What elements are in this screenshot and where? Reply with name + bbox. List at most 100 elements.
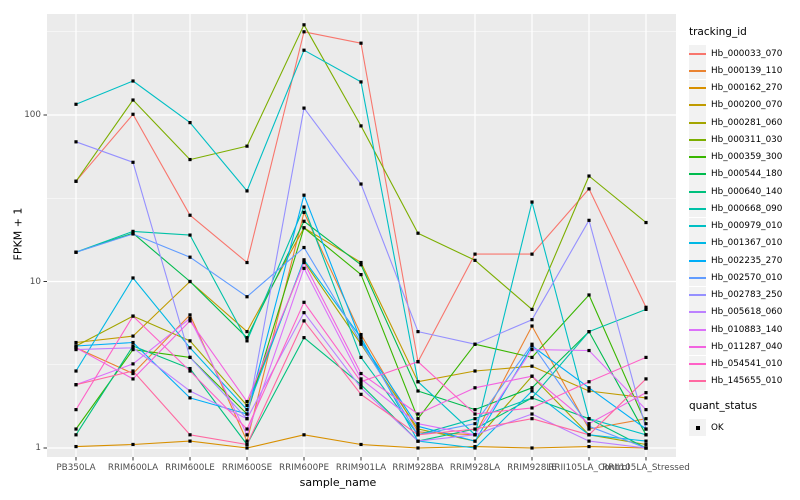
legend-item-label: Hb_000640_140 [711, 186, 783, 197]
data-point [131, 79, 135, 83]
data-point [74, 346, 78, 350]
legend-item-Hb_000359_300: Hb_000359_300 [689, 148, 797, 166]
data-point [587, 433, 591, 437]
data-point [416, 439, 420, 443]
legend-item-label: Hb_000200_070 [711, 100, 783, 111]
data-point [74, 369, 78, 373]
data-point [131, 344, 135, 348]
data-point [530, 344, 534, 348]
x-tick-label: PB350LA [56, 463, 96, 473]
data-point [302, 205, 306, 209]
y-tick-label: 1 [35, 443, 41, 453]
x-tick-label: RRII105LA_Control [548, 463, 630, 473]
data-point [74, 340, 78, 345]
x-tick-label: RRIM600PE [278, 463, 330, 473]
data-point [131, 362, 135, 366]
data-point [416, 360, 420, 364]
data-point [530, 389, 534, 393]
data-point [416, 380, 420, 384]
legend-item-label: Hb_000979_010 [711, 221, 783, 232]
legend-item-label: Hb_002783_250 [711, 290, 783, 301]
x-tick-label: RRIM600LE [165, 463, 215, 473]
data-point [530, 355, 534, 360]
data-point [530, 386, 534, 390]
data-point [359, 80, 363, 84]
data-point [416, 430, 420, 434]
data-point [587, 187, 591, 191]
data-point [188, 396, 192, 400]
data-point [245, 442, 249, 447]
data-point [302, 226, 306, 230]
data-point [245, 336, 249, 340]
data-point [359, 383, 363, 387]
legend-item-label: Hb_000162_270 [711, 83, 783, 94]
data-point [302, 311, 306, 315]
data-point [131, 340, 135, 345]
data-point [416, 412, 420, 416]
legend-key-line-icon [689, 217, 706, 235]
data-point [74, 140, 78, 144]
data-point [416, 446, 420, 450]
legend-title-tracking-id: tracking_id [689, 26, 747, 38]
quant-ok-key-icon [689, 419, 706, 437]
legend-item-label: Hb_000544_180 [711, 169, 783, 180]
data-point [644, 442, 648, 447]
legend-title-quant-status: quant_status [689, 400, 758, 412]
data-point [530, 307, 534, 311]
x-tick-label: RRIM928BA [392, 463, 444, 473]
y-tick-label: 100 [24, 110, 41, 120]
data-point [359, 355, 363, 360]
data-point [131, 377, 135, 381]
data-point [74, 344, 78, 348]
legend-key-line-icon [689, 45, 706, 63]
data-point [245, 330, 249, 334]
data-point [131, 112, 135, 116]
data-point [359, 342, 363, 346]
data-point [587, 427, 591, 431]
data-point [302, 258, 306, 262]
data-point [530, 417, 534, 421]
data-point [131, 98, 135, 102]
data-point [74, 433, 78, 437]
legend-item-Hb_000544_180: Hb_000544_180 [689, 165, 797, 183]
legend-key-line-icon [689, 338, 706, 356]
data-point [416, 422, 420, 426]
data-point [74, 408, 78, 412]
legend-key-line-icon [689, 96, 706, 114]
data-point [473, 446, 477, 450]
data-point [587, 293, 591, 297]
data-point [245, 399, 249, 404]
legend-item-Hb_000311_030: Hb_000311_030 [689, 131, 797, 149]
legend-item-Hb_000281_060: Hb_000281_060 [689, 114, 797, 132]
data-point [416, 427, 420, 431]
data-point [245, 427, 249, 431]
data-point [644, 439, 648, 443]
data-point [359, 392, 363, 396]
data-point [245, 144, 249, 148]
data-point [359, 41, 363, 45]
legend-item-label: Hb_010883_140 [711, 324, 783, 335]
legend-item-label: Hb_145655_010 [711, 376, 783, 387]
data-point [359, 273, 363, 277]
data-point [587, 174, 591, 178]
x-tick-label: RRIM928LA [449, 463, 501, 473]
legend-item-Hb_011287_040: Hb_011287_040 [689, 338, 797, 356]
data-point [188, 433, 192, 437]
data-point [302, 433, 306, 437]
legend-key-line-icon [689, 200, 706, 218]
legend-item-label: Hb_054541_010 [711, 359, 783, 370]
data-point [359, 377, 363, 381]
legend-item-ok: OK [689, 419, 797, 437]
data-point [245, 295, 249, 299]
y-tick-label: 10 [29, 276, 41, 287]
legend: tracking_id Hb_000033_070 Hb_000139_110 Hb… [689, 26, 797, 437]
data-point [131, 371, 135, 376]
data-point [74, 102, 78, 106]
legend-item-label: Hb_002235_270 [711, 255, 783, 266]
legend-item-Hb_010883_140: Hb_010883_140 [689, 321, 797, 339]
data-point [188, 439, 192, 443]
data-point [359, 442, 363, 447]
legend-item-Hb_000200_070: Hb_000200_070 [689, 96, 797, 114]
legend-quant-status-block: quant_status OK [689, 400, 797, 437]
